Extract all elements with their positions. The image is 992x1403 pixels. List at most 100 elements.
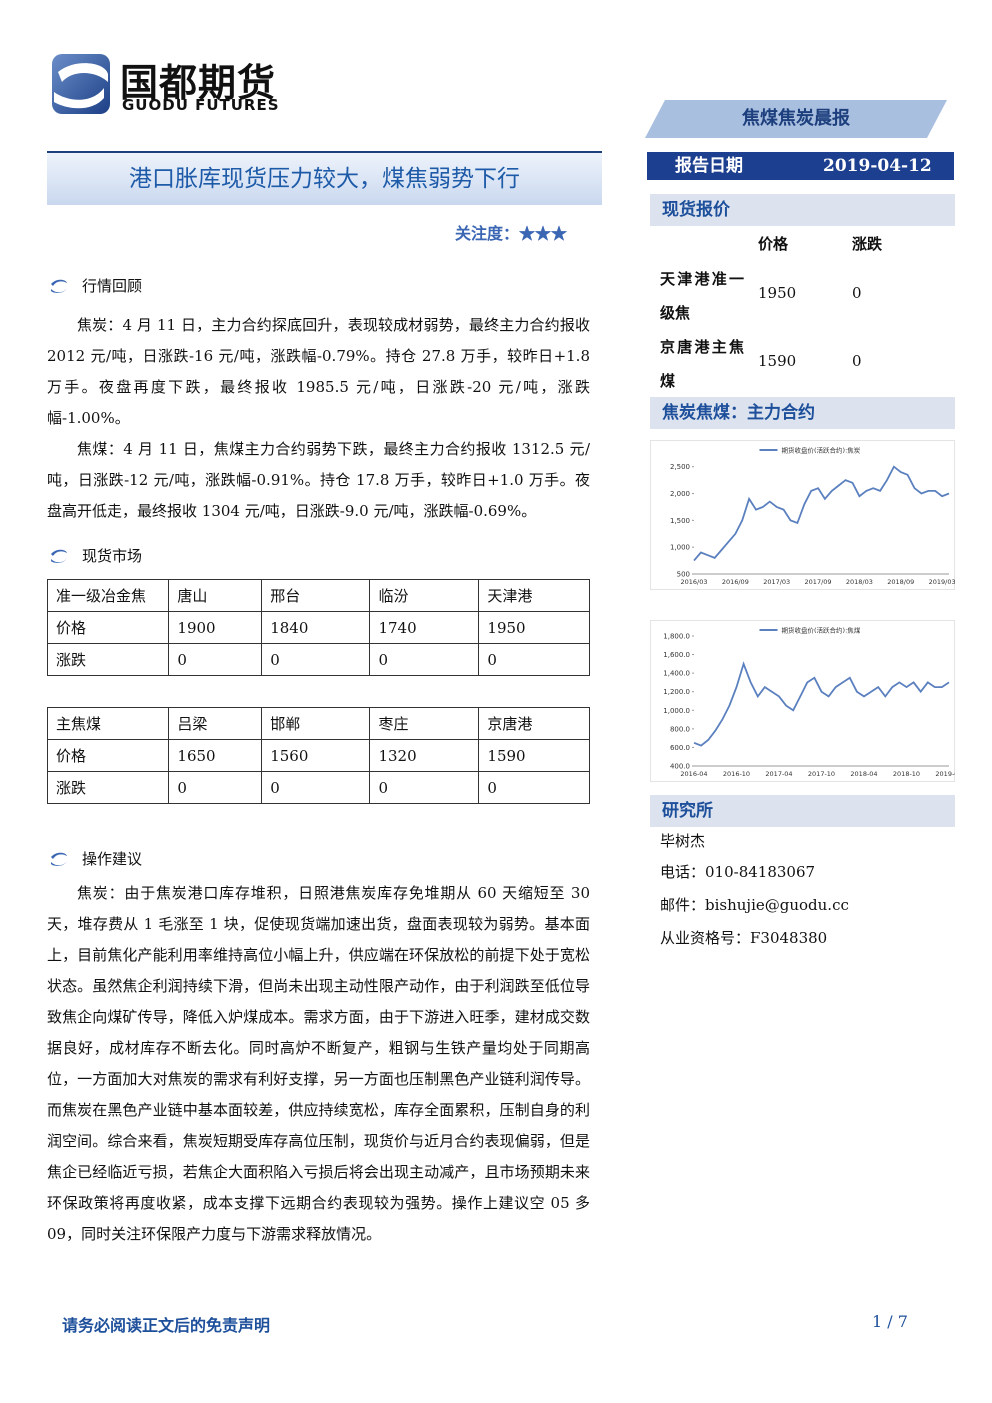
column-header: 价格 (758, 235, 789, 253)
x-tick-label: 2016/09 (722, 578, 749, 586)
footer-disclaimer: 请务必阅读正文后的免责声明 (62, 1316, 271, 1335)
report-banner: 焦煤焦炭晨报 (645, 100, 947, 138)
chart: 500 1,000 1,500 2,000 2,500 2016/03 2016/09 201… (650, 440, 955, 590)
column-header: 涨跌 (852, 235, 883, 253)
report-name: 焦煤焦炭晨报 (741, 107, 850, 129)
table-cell: 价格 (46, 611, 170, 644)
x-tick-label: 2016-04 (680, 770, 707, 778)
paragraph: 焦炭：由于焦炭港口库存堆积，日照港焦炭库存免堆期从 60 天缩短至 30 天，堆… (47, 884, 590, 1243)
legend-label: 期货收盘价(活跃合约):焦煤 (782, 626, 861, 635)
table-cell: 临汾 (369, 579, 480, 612)
x-tick-label: 2017/09 (805, 578, 832, 586)
page-number: 1 / 7 (872, 1312, 908, 1331)
table-cell: 0 (369, 643, 480, 676)
table-cell: 0 (478, 643, 590, 676)
date-value: 2019-04-12 (823, 156, 932, 176)
table-cell: 0 (369, 771, 480, 804)
table-cell: 邢台 (261, 579, 371, 612)
table-cell: 1320 (369, 739, 480, 772)
table-row: 价格 1900 1840 1740 1950 (46, 611, 590, 644)
section-heading: 行情回顾 (50, 275, 142, 296)
legend-label: 期货收盘价(活跃合约):焦炭 (782, 446, 861, 455)
x-tick-label: 2018/03 (846, 578, 873, 586)
section-heading: 现货市场 (50, 545, 142, 566)
researcher-phone: 电话：010-84183067 (660, 863, 816, 881)
y-tick-label: 1,800.0 (663, 633, 690, 641)
x-tick-label: 2017-10 (808, 770, 835, 778)
section-icon (51, 852, 67, 866)
y-tick-label: 1,600.0 (663, 651, 690, 659)
section-title: 操作建议 (82, 850, 143, 868)
x-tick-label: 2016-10 (723, 770, 750, 778)
researcher-email: 邮件：bishujie@guodu.cc (660, 896, 849, 914)
y-tick-label: 1,200.0 (663, 688, 690, 696)
table-cell: 涨跌 (46, 771, 170, 804)
y-tick-label: 2,000 (670, 490, 690, 498)
y-tick-label: 2,500 (670, 463, 690, 471)
section-icon (51, 279, 67, 293)
quote-price: 1950 (758, 284, 797, 302)
table-row: 准一级冶金焦 唐山 邢台 临汾 天津港 (46, 579, 590, 612)
data-line (693, 661, 950, 747)
y-tick-label: 800.0 (670, 725, 690, 733)
chart-frame (650, 620, 955, 782)
report-title: 港口胀库现货压力较大，煤焦弱势下行 (47, 151, 602, 205)
date-label: 报告日期 (675, 156, 743, 176)
y-tick-label: 500 (677, 571, 690, 579)
table-cell: 1900 (168, 611, 263, 644)
quote-change: 0 (852, 352, 862, 370)
y-tick-label: 1,400.0 (663, 670, 690, 678)
y-tick-label: 1,000 (670, 544, 690, 552)
table-row: 涨跌 0 0 0 0 (46, 771, 590, 804)
y-tick-label: 400.0 (670, 763, 690, 771)
table-cell: 1650 (168, 739, 263, 772)
data-line (693, 465, 950, 562)
table-cell: 价格 (46, 739, 170, 772)
side-heading: 研究所 (650, 795, 955, 827)
table-cell: 0 (261, 771, 371, 804)
section-icon (51, 549, 67, 563)
y-tick-label: 600.0 (670, 744, 690, 752)
chart: 400.0 600.0 800.0 1,000.0 1,200.0 1,400.0 1,60… (650, 620, 955, 782)
table-cell: 准一级冶金焦 (46, 579, 170, 612)
table-cell: 1840 (261, 611, 371, 644)
table-cell: 1560 (261, 739, 371, 772)
y-tick-label: 1,000.0 (663, 707, 690, 715)
x-tick-label: 2017/03 (763, 578, 790, 586)
date-bar: 报告日期 2019-04-12 (647, 152, 954, 180)
table-row: 涨跌 0 0 0 0 (46, 643, 590, 676)
table-cell: 主焦煤 (46, 707, 170, 740)
x-tick-label: 2018/09 (887, 578, 914, 586)
section-title: 现货市场 (82, 547, 143, 565)
attention-stars: ★★★ (519, 224, 568, 243)
logo-mark (52, 54, 110, 114)
table-row: 价格 1650 1560 1320 1590 (46, 739, 590, 772)
quote-name: 天津港准一级焦 (660, 270, 744, 322)
table-cell: 邯郸 (261, 707, 371, 740)
table-cell: 0 (168, 643, 263, 676)
researcher-name: 毕树杰 (660, 832, 706, 850)
table-cell: 唐山 (168, 579, 263, 612)
table-cell: 枣庄 (369, 707, 480, 740)
price-table: 主焦煤 吕梁 邯郸 枣庄 京唐港 价格 1650 1560 1320 1590 涨跌 0 0 0 0 (46, 707, 590, 804)
x-tick-label: 2016/03 (680, 578, 707, 586)
table-cell: 1950 (478, 611, 590, 644)
price-table: 准一级冶金焦 唐山 邢台 临汾 天津港 价格 1900 1840 1740 1950 涨跌 0 0 0 0 (46, 579, 590, 676)
table-cell: 1740 (369, 611, 480, 644)
logo-en: GUODU FUTURES (122, 96, 280, 114)
table-cell: 天津港 (478, 579, 590, 612)
table-cell: 0 (261, 643, 371, 676)
x-tick-label: 2017-04 (765, 770, 792, 778)
paragraph: 焦炭：4 月 11 日，主力合约探底回升，表现较成材弱势，最终主力合约报收 20… (47, 316, 590, 427)
x-tick-label: 2019-04 (935, 770, 955, 778)
quote-price: 1590 (758, 352, 797, 370)
y-tick-label: 1,500 (670, 517, 690, 525)
paragraph: 焦煤：4 月 11 日，焦煤主力合约弱势下跌，最终主力合约报收 1312.5 元… (47, 440, 590, 520)
table-cell: 1590 (478, 739, 590, 772)
table-row: 主焦煤 吕梁 邯郸 枣庄 京唐港 (46, 707, 590, 740)
x-tick-label: 2018-04 (850, 770, 877, 778)
attention: 关注度：★★★ (455, 220, 567, 244)
x-tick-label: 2018-10 (893, 770, 920, 778)
table-cell: 吕梁 (168, 707, 263, 740)
